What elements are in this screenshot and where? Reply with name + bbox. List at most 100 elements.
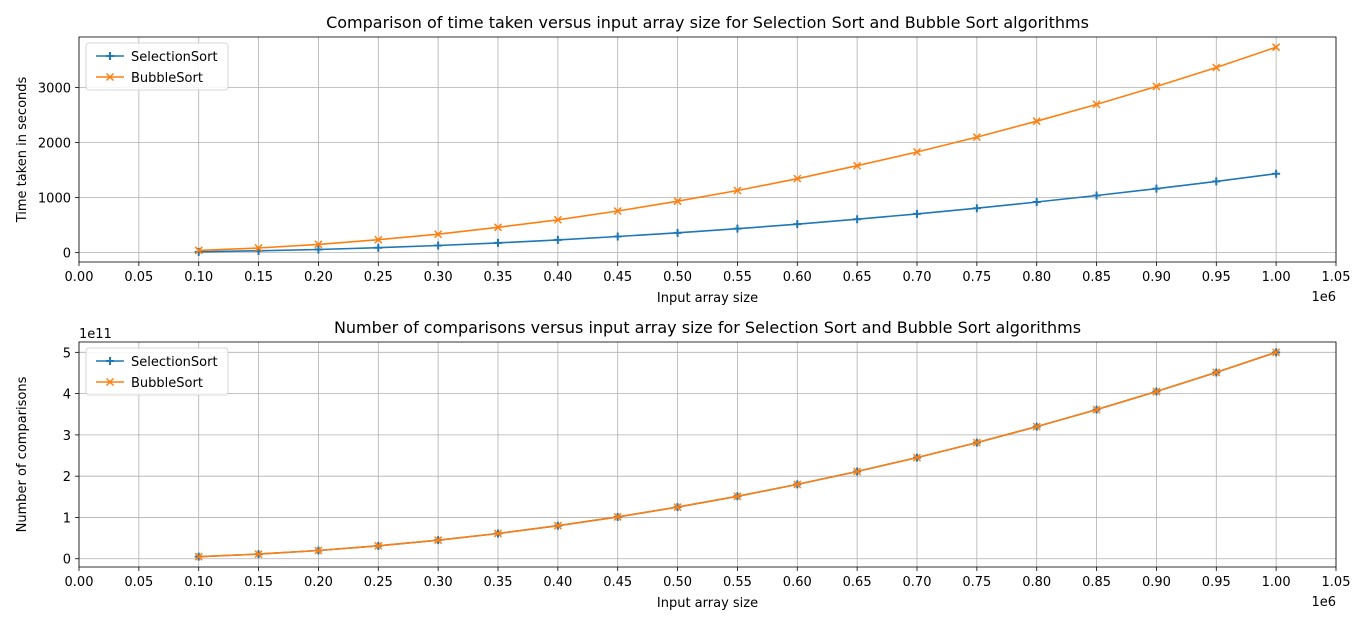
marker-plus xyxy=(1212,177,1221,186)
x-tick-label: 0.85 xyxy=(1082,575,1111,590)
marker-x xyxy=(1272,43,1281,52)
marker-plus xyxy=(194,247,203,256)
x-tick-label: 0.35 xyxy=(484,270,513,285)
marker-plus xyxy=(494,238,502,247)
data-point-bubblesort xyxy=(194,246,203,255)
data-point-bubblesort xyxy=(673,197,682,206)
marker-x xyxy=(434,536,443,545)
data-point-bubblesort xyxy=(374,541,383,550)
chart-comparisons: 0.00 0.05 0.10 0.15 0.20 0.25 0.30 0.35 0.40 0.45… xyxy=(15,318,1350,611)
legend-entry-selectionsort: SelectionSort xyxy=(96,355,218,370)
marker-x xyxy=(553,521,562,530)
data-point-bubblesort xyxy=(493,529,503,538)
legend-label-bubblesort: BubbleSort xyxy=(131,376,203,391)
data-point-bubblesort xyxy=(613,206,622,216)
legend-label-bubblesort: BubbleSort xyxy=(131,71,203,86)
marker-x xyxy=(1092,405,1101,414)
x-tick-label: 0.90 xyxy=(1142,270,1171,285)
marker-x xyxy=(1152,387,1161,396)
x-tick-label: 0.10 xyxy=(184,575,213,590)
x-tick-label: 0.10 xyxy=(184,270,213,285)
data-point-selectionsort xyxy=(853,215,862,224)
data-point-bubblesort xyxy=(1032,422,1041,431)
marker-x xyxy=(493,223,503,232)
data-point-selectionsort xyxy=(1032,198,1041,207)
marker-x xyxy=(194,552,203,561)
axes-frame xyxy=(78,341,1337,568)
x-tick-label: 0.25 xyxy=(364,270,393,285)
x-tick-label: 0.30 xyxy=(424,270,453,285)
marker-x xyxy=(1152,82,1161,91)
marker-x xyxy=(1212,63,1221,72)
legend-frame xyxy=(85,42,229,91)
axes-frame xyxy=(78,36,1337,263)
legend-label-selectionsort: SelectionSort xyxy=(131,355,218,370)
y-tick-label: 0 xyxy=(63,247,71,262)
marker-x xyxy=(1032,422,1041,431)
marker-plus xyxy=(314,245,323,254)
y-tick-label: 1 xyxy=(63,511,71,526)
marker-x xyxy=(374,235,383,244)
x-tick-label: 0.95 xyxy=(1202,575,1231,590)
data-point-selectionsort xyxy=(972,204,981,213)
plot-area: 0.00 0.05 0.10 0.15 0.20 0.25 0.30 0.35 0.40 0.45… xyxy=(38,36,1351,285)
chart-time-taken: 0.00 0.05 0.10 0.15 0.20 0.25 0.30 0.35 0.40 0.45… xyxy=(15,13,1350,306)
marker-plus xyxy=(434,241,443,250)
marker-x xyxy=(314,240,323,249)
data-point-selectionsort xyxy=(913,209,921,218)
data-point-bubblesort xyxy=(493,223,503,232)
data-point-bubblesort xyxy=(1272,43,1281,52)
x-tick-label: 0.50 xyxy=(663,575,692,590)
marker-plus xyxy=(1092,191,1101,200)
x-tick-label: 0.85 xyxy=(1082,270,1111,285)
data-point-bubblesort xyxy=(853,467,862,476)
legend-marker-x xyxy=(105,377,115,387)
data-point-bubblesort xyxy=(1152,82,1161,91)
x-tick-label: 0.70 xyxy=(903,270,932,285)
legend-label-selectionsort: SelectionSort xyxy=(131,50,218,65)
data-point-selectionsort xyxy=(553,235,562,244)
y-tick-label: 5 xyxy=(63,346,71,361)
x-tick-label: 0.70 xyxy=(903,575,932,590)
y-tick-label: 2 xyxy=(63,470,71,485)
y-tick-label: 3000 xyxy=(38,82,71,97)
x-tick-label: 1.00 xyxy=(1262,575,1291,590)
marker-x xyxy=(673,197,682,206)
legend-frame xyxy=(85,347,229,396)
data-point-bubblesort xyxy=(853,161,862,170)
data-point-bubblesort xyxy=(673,503,682,512)
marker-plus xyxy=(1032,198,1041,207)
data-point-selectionsort xyxy=(1152,184,1161,193)
x-offset-text: 1e6 xyxy=(1311,290,1336,305)
x-tick-label: 1.05 xyxy=(1322,575,1351,590)
data-point-selectionsort xyxy=(1272,169,1281,178)
legend: SelectionSort BubbleSort xyxy=(85,42,229,91)
x-tick-label: 0.50 xyxy=(663,270,692,285)
x-tick-label: 0.45 xyxy=(603,270,632,285)
x-tick-label: 0.15 xyxy=(244,575,273,590)
legend-marker-plus xyxy=(106,52,114,60)
data-point-bubblesort xyxy=(1212,368,1221,377)
marker-plus xyxy=(972,204,981,213)
chart-title: Number of comparisons versus input array… xyxy=(334,318,1081,337)
data-point-selectionsort xyxy=(194,247,203,256)
data-point-bubblesort xyxy=(1032,117,1041,126)
data-point-bubblesort xyxy=(314,240,323,249)
data-point-bubblesort xyxy=(1152,387,1161,396)
x-tick-label: 0.60 xyxy=(783,575,812,590)
marker-x xyxy=(733,492,742,501)
legend-entry-bubblesort: BubbleSort xyxy=(96,376,203,391)
x-tick-label: 0.65 xyxy=(843,575,872,590)
data-point-bubblesort xyxy=(733,186,742,195)
x-tick-label: 1.05 xyxy=(1322,270,1351,285)
data-point-bubblesort xyxy=(613,512,622,521)
x-axis-label: Input array size xyxy=(657,596,758,611)
x-tick-label: 0.80 xyxy=(1022,270,1051,285)
y-tick-label: 4 xyxy=(63,388,71,403)
marker-plus xyxy=(793,220,802,229)
marker-x xyxy=(314,546,323,555)
x-tick-label: 0.30 xyxy=(424,575,453,590)
marker-x xyxy=(613,206,622,216)
marker-x xyxy=(673,503,682,512)
